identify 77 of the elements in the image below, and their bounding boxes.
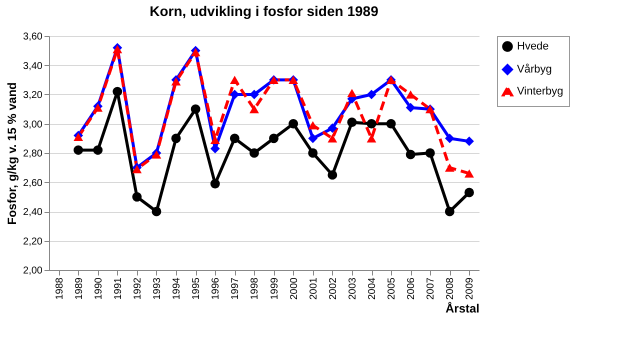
- point: [93, 145, 103, 155]
- point: [328, 123, 338, 133]
- point: [269, 134, 279, 144]
- chart-title: Korn, udvikling i fosfor siden 1989: [150, 3, 379, 19]
- point: [444, 206, 454, 216]
- x-tick-label: 2003: [347, 277, 358, 300]
- point: [386, 119, 396, 128]
- x-tick-label: 1996: [210, 277, 222, 300]
- x-tick-label: 1992: [132, 277, 144, 300]
- y-tick-label: 2,40: [23, 207, 43, 218]
- point: [444, 134, 454, 144]
- y-tick-label: 3,00: [23, 119, 43, 130]
- point: [406, 102, 416, 112]
- point: [366, 90, 376, 100]
- point: [171, 134, 181, 144]
- y-tick-label: 3,40: [23, 60, 43, 72]
- point: [93, 104, 103, 112]
- y-tick-label: 3,20: [23, 90, 43, 101]
- point: [230, 76, 240, 84]
- y-axis-title: Fosfor, g/kg v. 15 % vand: [5, 82, 20, 225]
- y-tick-label: 2,00: [23, 266, 43, 276]
- x-axis-title: Årstal: [445, 302, 480, 316]
- y-tick-label: 2,60: [23, 178, 43, 189]
- point: [444, 164, 454, 172]
- x-tick-label: 1994: [172, 277, 183, 300]
- point: [249, 105, 259, 114]
- point: [249, 148, 259, 158]
- point: [406, 150, 416, 160]
- point: [347, 88, 357, 98]
- x-tick-label: 1990: [93, 277, 104, 300]
- point: [464, 169, 474, 178]
- point: [132, 192, 142, 202]
- point: [112, 86, 122, 96]
- x-tick-label: 2006: [406, 277, 418, 300]
- x-tick-label: 1995: [191, 277, 202, 300]
- x-tick-label: 1993: [152, 277, 163, 300]
- x-tick-label: 1988: [54, 277, 66, 300]
- x-tick-label: 2007: [426, 277, 437, 300]
- x-tick-label: 2002: [328, 277, 339, 300]
- point: [308, 134, 318, 144]
- legend-label: Hvede: [517, 40, 549, 52]
- x-tick-label: 2009: [464, 277, 476, 300]
- point: [210, 178, 220, 188]
- point: [190, 104, 200, 114]
- point: [112, 45, 122, 54]
- x-tick-label: 2000: [288, 277, 300, 300]
- y-tick-label: 2,20: [23, 236, 43, 248]
- point: [425, 148, 435, 158]
- point: [328, 170, 338, 180]
- point: [328, 134, 338, 142]
- point: [230, 134, 240, 144]
- point: [210, 136, 220, 144]
- point: [74, 145, 84, 155]
- x-tick-label: 1991: [112, 277, 124, 300]
- point: [406, 90, 416, 99]
- legend-label: Vinterbyg: [517, 86, 564, 98]
- x-tick-label: 1997: [230, 277, 242, 300]
- x-tick-label: 2001: [308, 277, 320, 300]
- x-tick-label: 2004: [367, 277, 378, 300]
- y-tick-label: 3,60: [23, 32, 43, 42]
- point: [308, 148, 318, 158]
- point: [366, 119, 376, 128]
- x-tick-label: 1998: [250, 277, 261, 300]
- point: [288, 119, 298, 128]
- x-tick-label: 2005: [386, 277, 398, 300]
- legend-label: Vårbyg: [517, 64, 552, 76]
- point: [366, 134, 376, 142]
- x-tick-label: 1989: [74, 277, 85, 300]
- point: [230, 90, 240, 100]
- y-tick-label: 2,80: [23, 148, 43, 160]
- x-tick-label: 1999: [269, 277, 280, 300]
- point: [464, 136, 474, 146]
- point: [347, 118, 357, 128]
- point: [152, 206, 162, 216]
- x-tick-label: 2008: [445, 277, 456, 300]
- point: [308, 121, 318, 130]
- point: [464, 188, 474, 198]
